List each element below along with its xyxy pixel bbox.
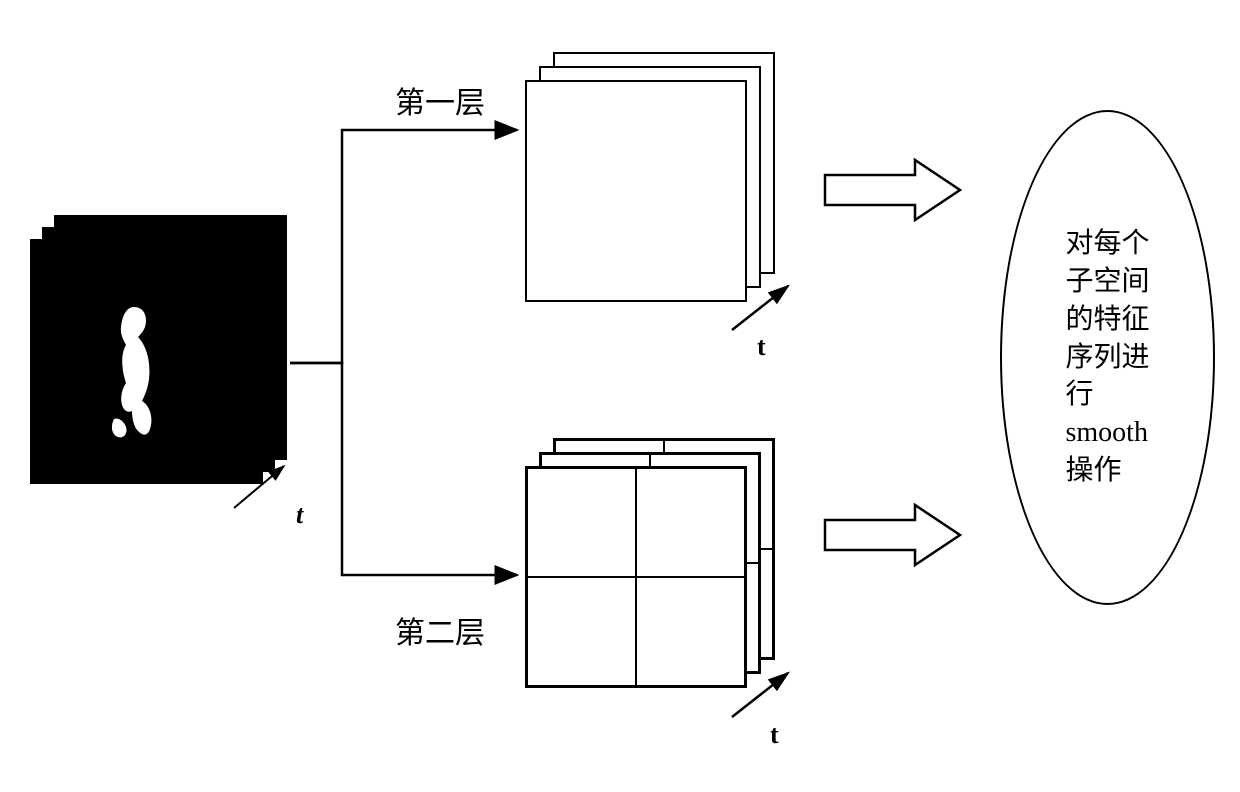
block-arrow-bottom (820, 500, 965, 570)
layer2-card-front (525, 466, 747, 688)
ellipse-line-3: 序列进 (1065, 342, 1149, 373)
input-card-front (30, 239, 263, 484)
split-arrow (287, 70, 537, 630)
ellipse-line-4: 行 (1065, 379, 1093, 410)
t-label-layer1: t (757, 332, 766, 362)
t-label-layer2: t (770, 720, 779, 750)
layer1-label: 第一层 (395, 78, 485, 122)
ellipse-line-0: 对每个 (1065, 228, 1149, 259)
output-ellipse: 对每个 子空间 的特征 序列进 行 smooth 操作 (1000, 110, 1215, 605)
ellipse-text: 对每个 子空间 的特征 序列进 行 smooth 操作 (1065, 225, 1149, 490)
human-figure-silhouette (104, 301, 164, 441)
layer1-stack (525, 52, 785, 312)
ellipse-line-6: 操作 (1065, 455, 1121, 486)
t-axis-arrow-layer2 (726, 665, 800, 725)
layer1-card-front (525, 80, 747, 302)
layer2-label: 第二层 (395, 608, 485, 652)
ellipse-line-1: 子空间 (1065, 266, 1149, 297)
t-axis-arrow-input (228, 458, 296, 516)
t-axis-arrow-layer1 (726, 278, 800, 338)
layer2-stack (525, 438, 785, 698)
block-arrow-top (820, 155, 965, 225)
input-stack (30, 215, 290, 495)
ellipse-line-5: smooth (1065, 417, 1147, 448)
ellipse-line-2: 的特征 (1065, 304, 1149, 335)
